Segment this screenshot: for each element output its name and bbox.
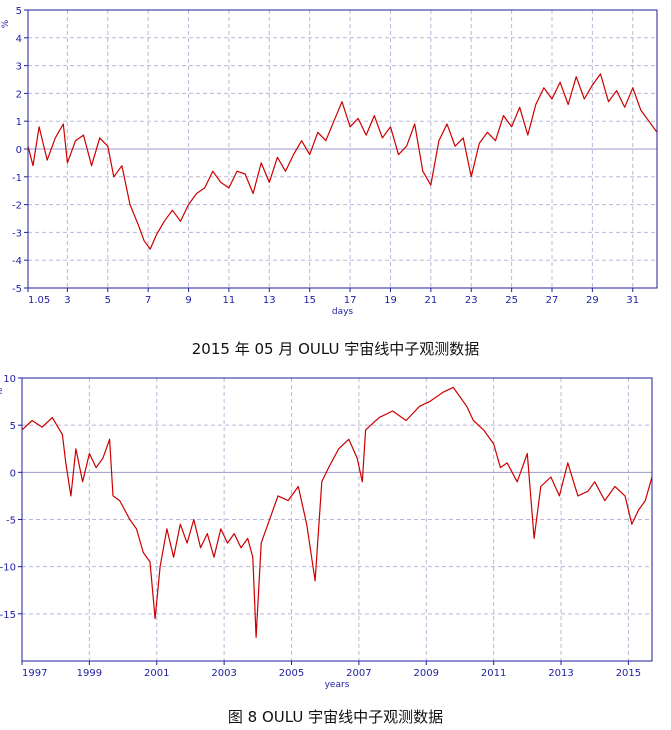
x-tick-label: 31: [626, 295, 639, 306]
y-tick-label: 3: [16, 62, 22, 73]
y-tick-label: 10: [3, 374, 16, 385]
neutron-monitor-may-2015-chart: 1.05 3 5 7 9 11 13 15 17 19 21 23 25 27 29 31543210-1-2…: [1, 6, 658, 317]
plot-frame: [27, 9, 658, 289]
series-line: [22, 386, 652, 638]
x-tick-label: 2007: [346, 668, 371, 679]
y-tick-label: 4: [16, 34, 22, 45]
x-tick-label: 15: [303, 295, 316, 306]
x-tick-label: 2013: [548, 668, 573, 679]
chart-caption-may-2015: 2015 年 05 月 OULU 宇宙线中子观测数据: [191, 340, 480, 358]
series-line: [28, 73, 657, 250]
x-axis-label: years: [325, 680, 350, 690]
x-tick-label: 2003: [211, 668, 236, 679]
x-tick-label: 5: [105, 295, 111, 306]
x-axis-label: days: [332, 307, 354, 317]
x-tick-label: 21: [424, 295, 437, 306]
y-tick-label: 1: [16, 117, 22, 128]
x-tick-label: 2001: [144, 668, 169, 679]
x-tick-label: 1.05: [28, 295, 50, 306]
x-tick-label: 19: [384, 295, 397, 306]
y-tick-label: -4: [12, 256, 22, 267]
x-tick-label: 2009: [414, 668, 439, 679]
y-tick-label: 0: [16, 145, 22, 156]
y-tick-label: 5: [16, 6, 22, 17]
x-tick-label: 27: [546, 295, 559, 306]
x-tick-label: 17: [344, 295, 357, 306]
y-tick-label: 5: [10, 421, 16, 432]
x-tick-label: 2011: [481, 668, 506, 679]
y-tick-label: -1: [12, 173, 22, 184]
x-tick-label: 2005: [279, 668, 304, 679]
y-tick-label: 0: [10, 468, 16, 479]
y-tick-label: -3: [12, 228, 22, 239]
x-tick-label: 13: [263, 295, 276, 306]
x-tick-label: 2015: [616, 668, 641, 679]
x-tick-label: 1997: [22, 668, 47, 679]
chart-caption-figure-8: 图 8 OULU 宇宙线中子观测数据: [227, 708, 444, 726]
y-tick-label: -15: [0, 610, 16, 621]
y-tick-label: -5: [12, 284, 22, 295]
x-tick-label: 9: [185, 295, 191, 306]
y-axis-label: %: [0, 387, 5, 396]
x-tick-label: 23: [465, 295, 478, 306]
y-tick-label: -2: [12, 201, 22, 212]
x-tick-label: 25: [505, 295, 518, 306]
y-tick-label: -5: [6, 516, 16, 527]
x-tick-label: 11: [223, 295, 236, 306]
y-tick-label: -10: [0, 563, 16, 574]
x-tick-label: 29: [586, 295, 599, 306]
x-tick-label: 7: [145, 295, 151, 306]
x-tick-label: 1999: [77, 668, 102, 679]
y-tick-label: 2: [16, 89, 22, 100]
neutron-monitor-1997-2015-chart: 1997 1999 2001 2003 2005 2007 2009 2011 2013 2015…: [0, 374, 653, 690]
y-axis-label: %: [1, 19, 11, 28]
plot-frame: [21, 377, 653, 662]
x-tick-label: 3: [64, 295, 70, 306]
